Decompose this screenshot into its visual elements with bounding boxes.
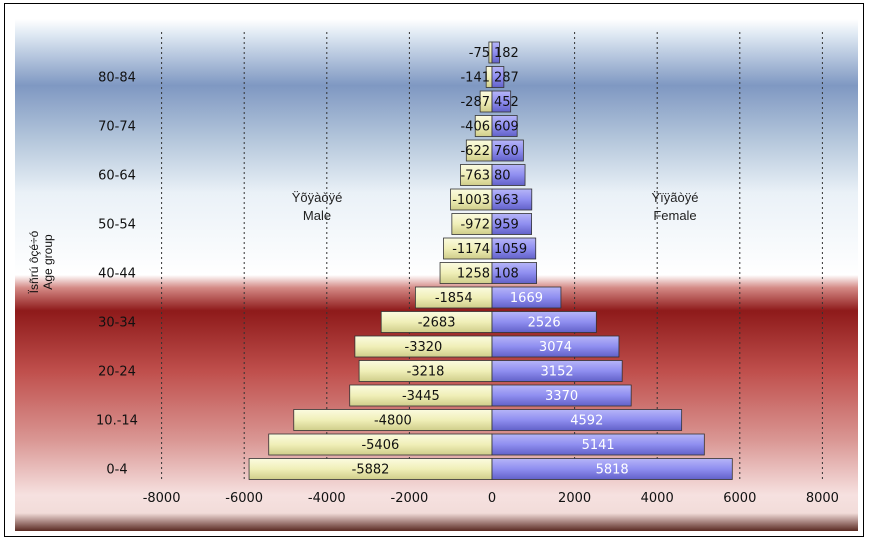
female-data-label: 287 bbox=[494, 71, 519, 86]
female-data-label: 4592 bbox=[570, 414, 603, 429]
y-axis-title: Їsñrú ôçé÷ó Age group bbox=[27, 230, 55, 293]
male-series-name: Male bbox=[303, 208, 331, 223]
female-bar bbox=[491, 458, 733, 480]
category-label: 10.-14 bbox=[96, 414, 138, 429]
female-bar bbox=[491, 66, 505, 88]
female-bar bbox=[491, 115, 518, 137]
female-data-label: 963 bbox=[494, 193, 519, 208]
female-data-label: 452 bbox=[494, 95, 519, 110]
male-data-label: -972 bbox=[460, 218, 490, 233]
category-label: 70-74 bbox=[98, 120, 136, 135]
female-data-label: 609 bbox=[494, 120, 519, 135]
category-label: 20-24 bbox=[98, 365, 136, 380]
x-tick-label: 4000 bbox=[641, 491, 674, 506]
female-data-label: 5818 bbox=[596, 463, 629, 478]
category-axis: 0-4 10.-14 20-24 30-34 40-44 50-54 60-64 70-74 8… bbox=[96, 71, 138, 478]
female-bar bbox=[491, 139, 524, 162]
male-data-label: -75 bbox=[469, 46, 490, 61]
female-data-label: 1059 bbox=[494, 242, 527, 257]
male-data-label: -2683 bbox=[418, 316, 456, 331]
female-bar bbox=[491, 164, 526, 186]
female-data-label: 3152 bbox=[541, 365, 574, 380]
category-label: 0-4 bbox=[106, 463, 127, 478]
female-bar bbox=[491, 188, 533, 211]
x-tick-label: 8000 bbox=[806, 491, 839, 506]
x-tick-label: -4000 bbox=[308, 491, 346, 506]
male-data-label: -763 bbox=[460, 169, 490, 184]
grid-lines bbox=[161, 32, 823, 482]
male-data-label: -4800 bbox=[374, 414, 412, 429]
female-bar bbox=[491, 41, 500, 64]
female-data-label: 2526 bbox=[528, 316, 561, 331]
female-data-label: 959 bbox=[494, 218, 519, 233]
x-tick-label: -6000 bbox=[225, 491, 263, 506]
male-data-label: -406 bbox=[460, 120, 490, 135]
female-data-label: 3074 bbox=[539, 340, 572, 355]
female-data-label: 5141 bbox=[582, 438, 615, 453]
category-label: 60-64 bbox=[98, 169, 136, 184]
female-data-label: 80 bbox=[494, 169, 511, 184]
female-bar bbox=[491, 90, 512, 113]
female-data-label: 3370 bbox=[545, 389, 578, 404]
x-tick-label: -2000 bbox=[391, 491, 429, 506]
female-data-label: 182 bbox=[494, 46, 519, 61]
male-series-name-native: Ÿõÿàòÿé bbox=[292, 190, 343, 205]
x-tick-label: 6000 bbox=[723, 491, 756, 506]
category-label: 30-34 bbox=[98, 316, 136, 331]
male-data-label: -5406 bbox=[361, 438, 399, 453]
female-bar bbox=[491, 213, 533, 235]
male-data-label: -141 bbox=[460, 71, 490, 86]
population-pyramid-chart: -5882 5818 -5406 5141 -4800 4592 -3445 3370 -321… bbox=[15, 19, 858, 531]
male-data-label: -287 bbox=[460, 95, 490, 110]
bars bbox=[248, 41, 733, 480]
x-tick-label: 2000 bbox=[558, 491, 591, 506]
male-data-label: -3445 bbox=[402, 389, 440, 404]
female-bar bbox=[491, 409, 683, 431]
female-data-label: 1669 bbox=[510, 291, 543, 306]
male-data-label: -5882 bbox=[352, 463, 390, 478]
category-label: 80-84 bbox=[98, 71, 136, 86]
female-bar bbox=[491, 384, 632, 407]
value-axis: -8000 -6000 -4000 -2000 0 2000 4000 6000 8000 bbox=[143, 491, 839, 506]
male-data-label: -3218 bbox=[407, 365, 445, 380]
female-bar bbox=[491, 286, 562, 309]
female-bar bbox=[491, 262, 538, 284]
male-data-label: -1003 bbox=[452, 193, 490, 208]
male-data-label: -622 bbox=[460, 144, 490, 159]
x-tick-label: 0 bbox=[488, 491, 496, 506]
y-axis-title-english: Age group bbox=[41, 234, 55, 290]
data-labels: -5882 5818 -5406 5141 -4800 4592 -3445 3370 -321… bbox=[352, 46, 629, 478]
female-data-label: 760 bbox=[494, 144, 519, 159]
y-axis-title-native: Їsñrú ôçé÷ó bbox=[27, 230, 41, 293]
female-series-name-native: Ÿïÿãòÿé bbox=[652, 190, 699, 205]
female-bar bbox=[491, 237, 537, 260]
female-data-label: 108 bbox=[494, 267, 519, 282]
male-data-label: -3320 bbox=[405, 340, 443, 355]
male-data-label: 1258 bbox=[457, 267, 490, 282]
category-label: 50-54 bbox=[98, 218, 136, 233]
female-bar bbox=[491, 433, 705, 456]
chart-frame: -5882 5818 -5406 5141 -4800 4592 -3445 3370 -321… bbox=[4, 3, 864, 537]
male-data-label: -1854 bbox=[435, 291, 473, 306]
female-bar bbox=[491, 335, 620, 358]
category-label: 40-44 bbox=[98, 267, 136, 282]
female-series-name: Female bbox=[653, 208, 696, 223]
female-bar bbox=[491, 311, 597, 333]
male-data-label: -1174 bbox=[452, 242, 490, 257]
x-tick-label: -8000 bbox=[143, 491, 181, 506]
female-bar bbox=[491, 360, 623, 382]
